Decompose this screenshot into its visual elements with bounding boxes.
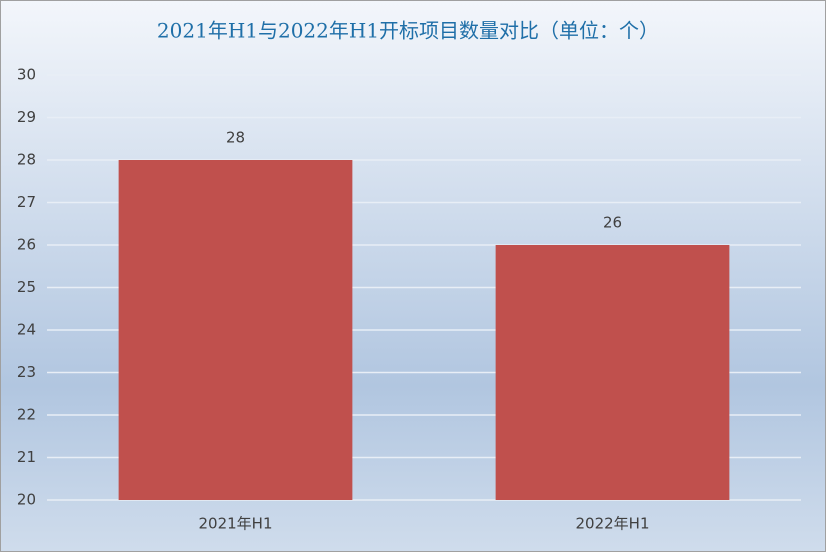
- y-tick-label: 20: [17, 491, 36, 509]
- data-label: 28: [226, 129, 245, 147]
- data-label: 26: [603, 214, 622, 232]
- y-tick-label: 23: [17, 363, 36, 381]
- y-tick-label: 22: [17, 406, 36, 424]
- x-tick-label: 2022年H1: [576, 515, 650, 533]
- bar: [118, 160, 353, 500]
- y-tick-label: 26: [17, 236, 36, 254]
- y-tick-label: 29: [17, 108, 36, 126]
- chart-title: 2021年H1与2022年H1开标项目数量对比（单位：个）: [157, 19, 659, 43]
- y-tick-label: 25: [17, 278, 36, 296]
- x-tick-label: 2021年H1: [199, 515, 273, 533]
- bar: [495, 245, 730, 500]
- y-tick-label: 21: [17, 448, 36, 466]
- y-tick-label: 30: [17, 66, 36, 84]
- y-tick-label: 24: [17, 321, 36, 339]
- y-tick-label: 28: [17, 151, 36, 169]
- y-tick-label: 27: [17, 193, 36, 211]
